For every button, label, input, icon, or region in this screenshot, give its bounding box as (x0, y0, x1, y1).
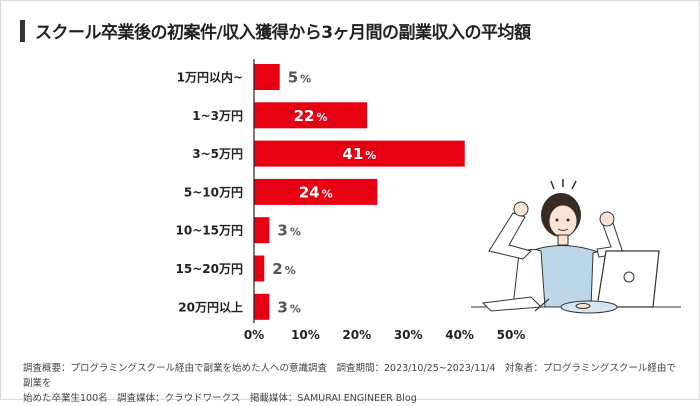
x-axis-ticks: 0% 10% 20% 30% 40% 50% (244, 328, 526, 342)
x-tick-label: 10% (291, 328, 320, 342)
data-label-unit: % (290, 226, 301, 239)
survey-footnote: 調査概要：プログラミングスクール経由で副業を始めた人への意識調査 調査期間：20… (23, 361, 683, 406)
data-label: 5% (288, 69, 311, 87)
title-accent-bar (20, 20, 25, 42)
category-label: 15~20万円 (176, 262, 243, 276)
data-label: 2% (272, 260, 295, 278)
data-label-unit: % (300, 73, 311, 86)
chart-title: スクール卒業後の初案件/収入獲得から3ヶ月間の副業収入の平均額 (35, 23, 531, 43)
category-label: 10~15万円 (176, 224, 243, 238)
woman-with-laptop-illustration (471, 179, 681, 314)
x-tick-label: 50% (497, 328, 526, 342)
bar (254, 217, 270, 244)
footnote-line-2: 始めた卒業生100名 調査媒体：クラウドワークス 掲載媒体：SAMURAI EN… (23, 393, 417, 404)
bar (254, 140, 465, 167)
category-label: 20万円以上 (178, 299, 243, 314)
data-label-value: 2 (272, 260, 282, 278)
data-label-unit: % (365, 149, 376, 162)
bar (254, 64, 280, 90)
x-tick-label: 30% (394, 328, 423, 342)
category-label: 3~5万円 (192, 147, 243, 161)
footnote-line-1: 調査概要：プログラミングスクール経由で副業を始めた人への意識調査 調査期間：20… (23, 363, 676, 389)
data-label-unit: % (322, 187, 333, 200)
data-label-unit: % (285, 264, 296, 277)
data-label-value: 3 (277, 298, 287, 316)
bar (254, 102, 368, 129)
data-label-value: 24 (299, 183, 320, 201)
data-label-value: 41 (342, 145, 363, 163)
data-label: 41% (342, 145, 376, 163)
bar (254, 178, 378, 205)
x-tick-label: 0% (244, 328, 264, 342)
data-label: 22% (294, 107, 328, 125)
x-tick-label: 20% (342, 328, 371, 342)
x-tick-label: 40% (445, 328, 474, 342)
bar (254, 255, 265, 282)
data-label: 3% (277, 298, 300, 316)
data-label: 3% (277, 222, 300, 240)
bars-group: 1万円以内~ 5 % 1~3万円 22 % 3~5万円 41 % 5~10万円 24 % 10~15万円… (176, 59, 465, 323)
category-label: 5~10万円 (184, 185, 243, 199)
data-label-unit: % (290, 302, 301, 315)
data-label-value: 3 (277, 222, 287, 240)
data-label: 24% (299, 183, 333, 201)
category-label: 1万円以内~ (177, 70, 243, 85)
data-label-value: 5 (288, 69, 298, 87)
bar (254, 293, 270, 320)
data-label-unit: % (316, 111, 327, 124)
data-label-value: 22 (294, 107, 315, 125)
category-label: 1~3万円 (192, 109, 243, 123)
